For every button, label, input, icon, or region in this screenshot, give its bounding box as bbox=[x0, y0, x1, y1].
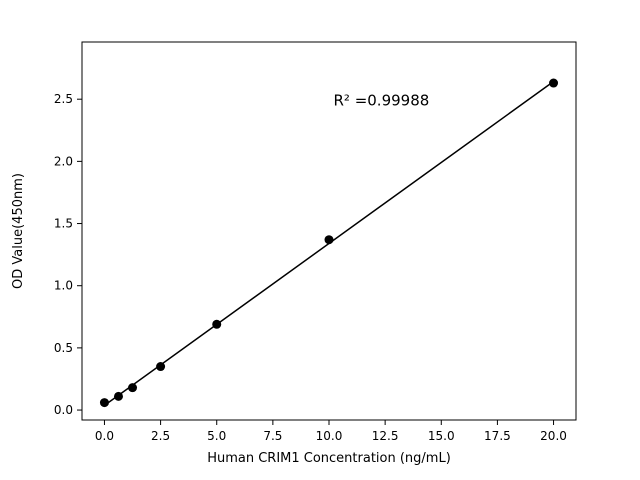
x-axis-label: Human CRIM1 Concentration (ng/mL) bbox=[207, 451, 451, 466]
data-point bbox=[324, 235, 334, 245]
data-point bbox=[156, 362, 166, 372]
x-tick-label: 2.5 bbox=[151, 429, 170, 443]
x-tick-label: 5.0 bbox=[207, 429, 226, 443]
x-tick-label: 17.5 bbox=[484, 429, 511, 443]
y-tick-label: 0.5 bbox=[54, 341, 73, 355]
data-point bbox=[113, 391, 123, 401]
data-point bbox=[212, 319, 222, 329]
x-tick-label: 10.0 bbox=[316, 429, 343, 443]
r-squared-annotation: R² =0.99988 bbox=[333, 91, 429, 109]
y-tick-label: 0.0 bbox=[54, 403, 73, 417]
y-tick-label: 2.5 bbox=[54, 92, 73, 106]
data-point bbox=[99, 398, 109, 408]
x-tick-label: 0.0 bbox=[95, 429, 114, 443]
data-point bbox=[549, 78, 559, 88]
x-tick-label: 15.0 bbox=[428, 429, 455, 443]
x-tick-label: 7.5 bbox=[263, 429, 282, 443]
y-axis-label: OD Value(450nm) bbox=[11, 173, 26, 289]
x-tick-label: 12.5 bbox=[372, 429, 399, 443]
x-tick-label: 20.0 bbox=[540, 429, 567, 443]
y-tick-label: 2.0 bbox=[54, 154, 73, 168]
plot-border bbox=[81, 41, 577, 421]
y-tick-label: 1.0 bbox=[54, 279, 73, 293]
y-tick-label: 1.5 bbox=[54, 217, 73, 231]
data-point bbox=[128, 383, 138, 393]
